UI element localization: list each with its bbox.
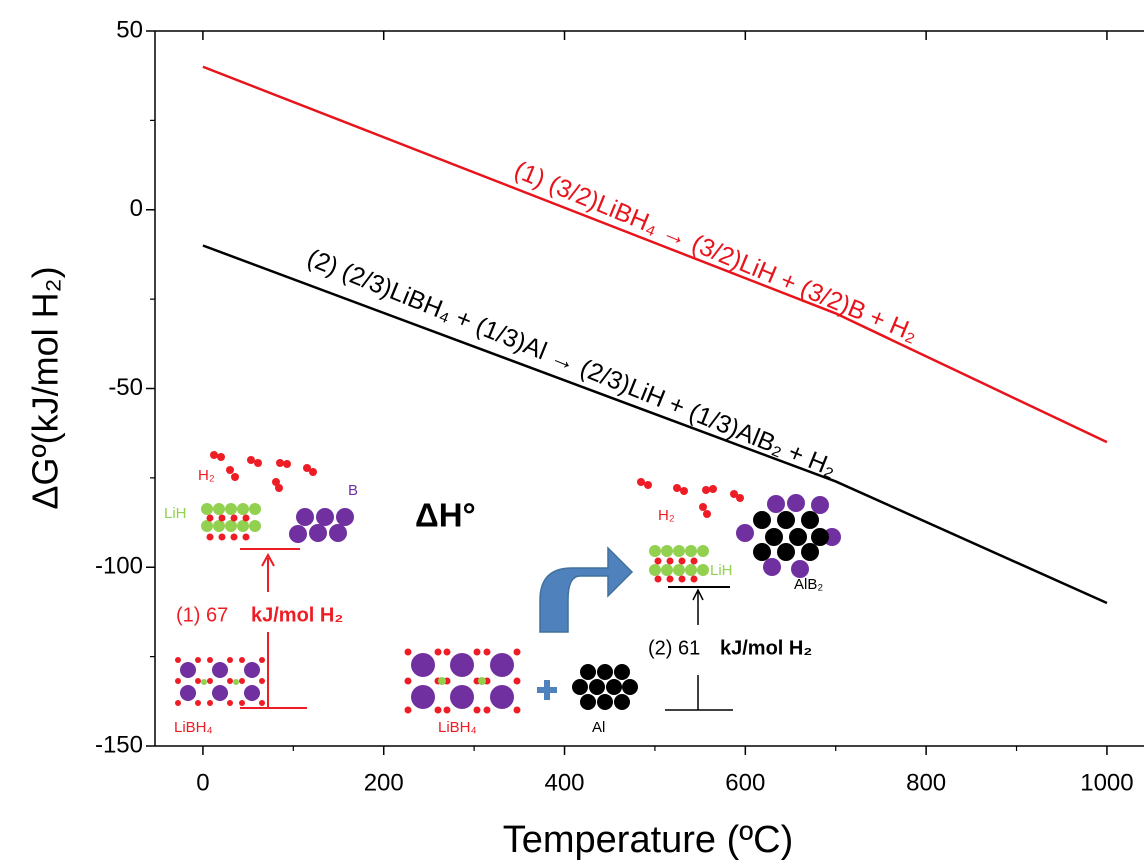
arrow-head [261, 552, 275, 567]
energy-value: (2) 61 [648, 637, 700, 659]
inset-label: AlB₂ [794, 576, 823, 593]
inset-label: LiBH₄ [438, 719, 477, 736]
plus-sign [537, 680, 557, 700]
delta-h-label: ΔH° [415, 497, 476, 534]
x-tick-label: 400 [544, 769, 584, 796]
h2-molecules [637, 478, 744, 518]
alb2-cluster [736, 494, 841, 578]
libh4-lattice [175, 657, 265, 706]
x-tick-label: 1000 [1080, 769, 1133, 796]
y-tick-label: -150 [95, 731, 143, 758]
libh4-lattice [404, 648, 521, 714]
x-tick-label: 200 [364, 769, 404, 796]
series-line [202, 244, 1108, 605]
lih-layer [649, 545, 709, 583]
y-tick-label: -50 [108, 374, 143, 401]
inset-label: B [348, 482, 358, 499]
y-tick-label: -100 [95, 553, 143, 580]
energy-unit: kJ/mol H₂ [251, 604, 343, 626]
inset-label: LiBH₄ [174, 719, 213, 736]
lih-layer [201, 503, 261, 541]
arrow-head [692, 588, 704, 601]
y-tick-label: 50 [116, 16, 143, 43]
x-tick-label: 600 [725, 769, 765, 796]
energy-value: (1) 67 [176, 604, 228, 626]
insets: H₂ B LiH LiBH₄ (1) 67 kJ/mol H₂ ΔH° LiBH… [164, 451, 841, 736]
x-tick-label: 0 [196, 769, 209, 796]
inset-label: LiH [710, 562, 733, 579]
reaction-arrow [539, 546, 634, 633]
inset-label: H₂ [658, 507, 675, 524]
h2-molecules [210, 451, 317, 492]
x-tick-label: 800 [906, 769, 946, 796]
series-line [202, 65, 1108, 444]
x-axis-title: Temperature (ºC) [503, 819, 794, 861]
series-label: (1) (3/2)LiBH₄ → (3/2)LiH + (3/2)B + H₂ [510, 156, 922, 348]
inset-label: Al [592, 719, 605, 736]
boron-cluster [289, 508, 354, 543]
inset-label: H₂ [198, 467, 215, 484]
y-axis-title: ΔGº(kJ/mol H₂) [25, 266, 66, 509]
y-tick-label: 0 [130, 195, 143, 222]
al-cluster [572, 664, 638, 710]
inset-label: LiH [164, 505, 187, 522]
energy-unit: kJ/mol H₂ [720, 637, 812, 659]
